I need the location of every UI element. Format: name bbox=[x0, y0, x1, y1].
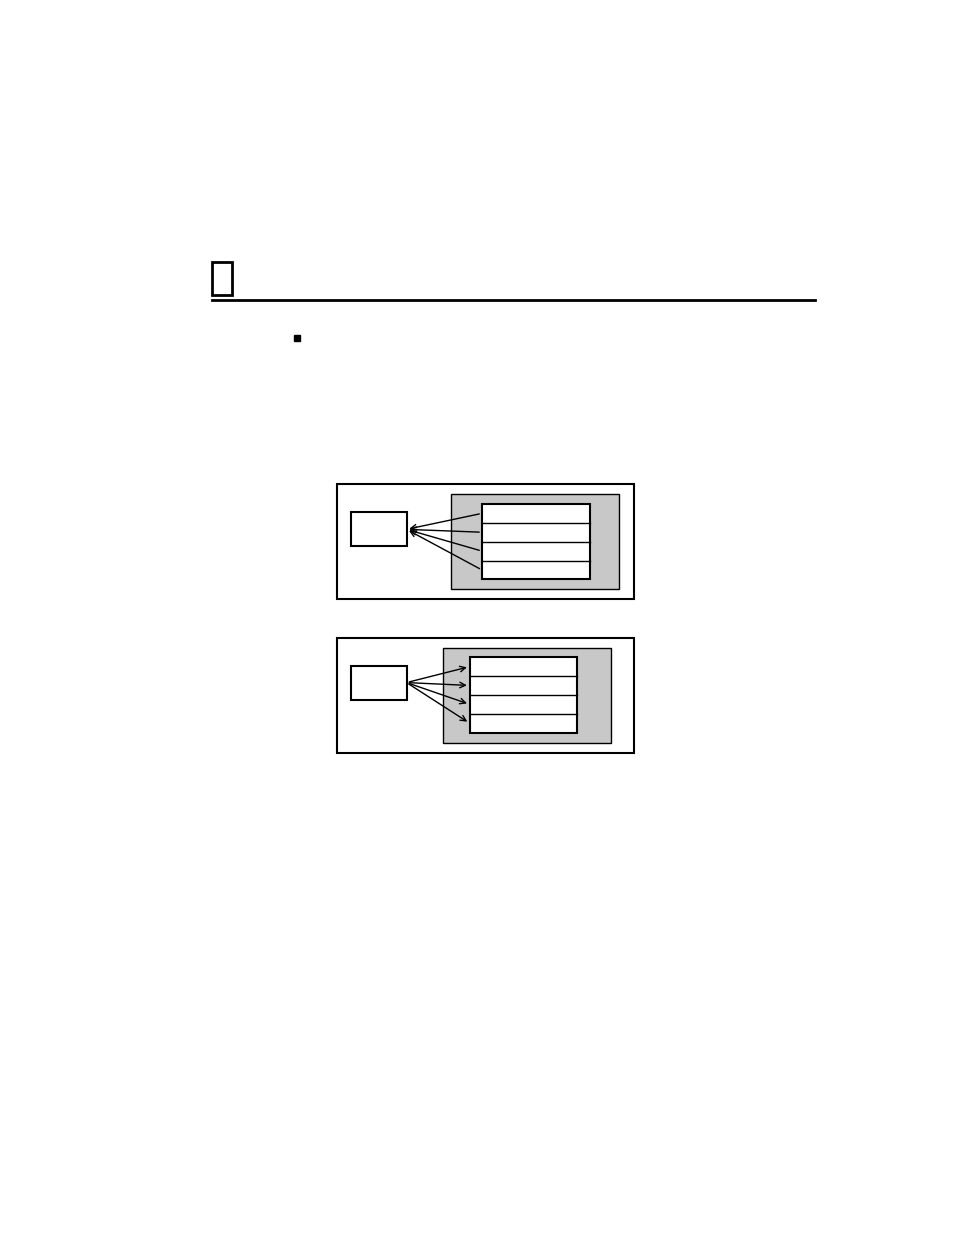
Bar bbox=[351, 513, 406, 546]
Bar bbox=[351, 666, 406, 699]
Bar bbox=[213, 262, 232, 294]
Bar bbox=[443, 648, 611, 743]
Bar bbox=[336, 484, 633, 599]
Bar bbox=[336, 638, 633, 753]
Bar bbox=[469, 657, 577, 732]
Bar bbox=[481, 504, 589, 579]
Bar bbox=[451, 494, 618, 589]
